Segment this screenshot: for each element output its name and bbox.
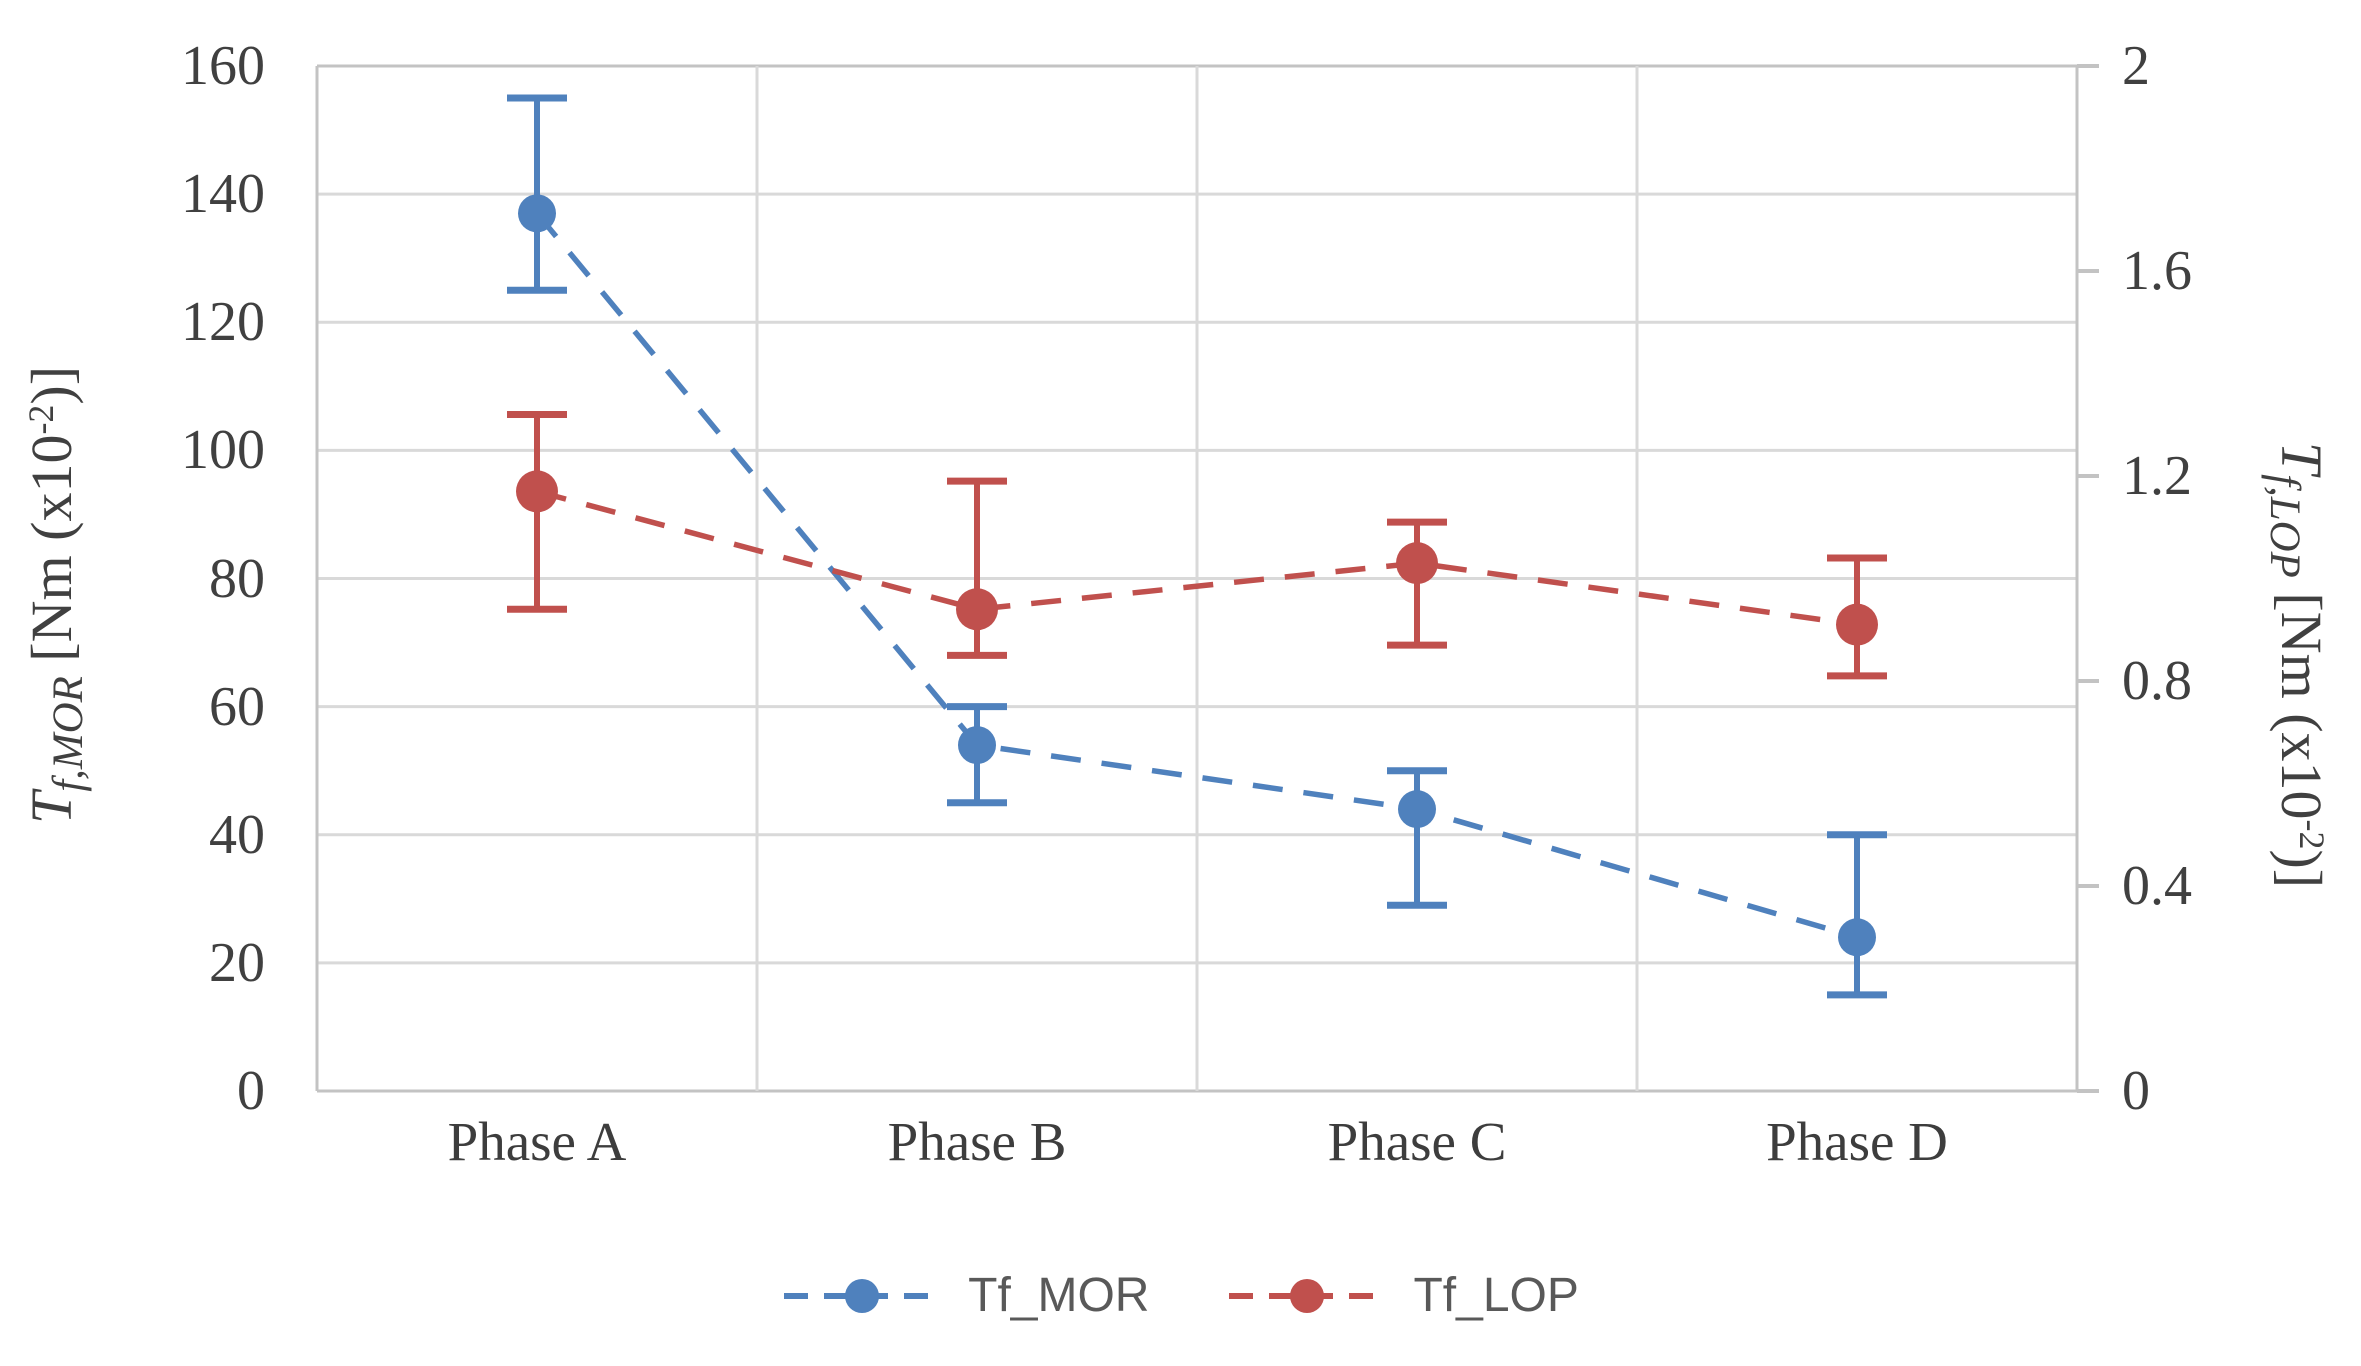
data-point-marker-Tf_MOR — [1838, 918, 1876, 957]
left-axis-tick-label: 60 — [209, 675, 265, 738]
data-point-marker-Tf_LOP — [1836, 603, 1878, 646]
series-line-Tf_LOP — [536, 488, 1858, 628]
left-axis-tick-label: 20 — [209, 931, 265, 994]
left-axis-tick-label: 80 — [209, 547, 265, 610]
left-axis-title: Tf,MOR [Nm (x10-2)] — [12, 366, 98, 824]
legend-label: Tf_LOP — [1413, 1269, 1579, 1322]
left-axis-tick-label: 0 — [237, 1060, 265, 1122]
left-axis-tick-label: 120 — [181, 291, 265, 354]
x-axis-category-label: Phase B — [887, 1111, 1067, 1172]
right-axis-tick-label: 0 — [2122, 1060, 2150, 1122]
right-axis-title: Tf,LOP [Nm (x10-2)] — [2255, 442, 2341, 888]
left-axis-symbol: T — [19, 791, 85, 825]
right-axis-tick-label: 0.4 — [2122, 855, 2192, 917]
right-axis-symbol: T — [2268, 441, 2334, 475]
x-axis-category-label: Phase C — [1327, 1111, 1507, 1172]
right-axis-tick-label: 1.2 — [2122, 445, 2192, 507]
left-axis-subscript: f,MOR — [44, 676, 92, 792]
data-point-marker-Tf_MOR — [958, 726, 996, 765]
legend-marker-icon — [784, 1278, 941, 1313]
left-axis-tick-label: 140 — [181, 163, 265, 226]
left-axis-tick-label: 40 — [209, 803, 265, 866]
left-axis-unit-prefix: [Nm (x10 — [19, 434, 85, 677]
right-axis-tick-label: 1.6 — [2122, 240, 2192, 302]
right-axis-exponent: -2 — [2291, 819, 2332, 850]
data-point-marker-Tf_MOR — [1398, 790, 1436, 829]
legend-item-Tf_LOP: Tf_LOP — [1227, 1268, 1579, 1323]
data-point-marker-Tf_LOP — [516, 470, 558, 513]
right-axis-tick-label: 2 — [2122, 35, 2150, 97]
data-point-marker-Tf_LOP — [1396, 542, 1438, 585]
right-axis-tick-label: 0.8 — [2122, 650, 2192, 712]
left-axis-tick-label: 160 — [181, 35, 265, 97]
legend-marker-icon — [1229, 1278, 1386, 1313]
data-point-marker-Tf_LOP — [956, 588, 998, 631]
legend-label: Tf_MOR — [968, 1269, 1150, 1322]
left-axis-exponent: -2 — [21, 404, 62, 435]
left-axis-tick-label: 100 — [181, 419, 265, 482]
x-axis-category-label: Phase A — [447, 1111, 627, 1172]
right-axis-unit-suffix: )] — [2268, 849, 2334, 889]
data-point-marker-Tf_MOR — [518, 194, 556, 233]
legend-item-Tf_MOR: Tf_MOR — [782, 1268, 1149, 1323]
right-axis-unit-prefix: [Nm (x10 — [2268, 577, 2334, 820]
chart-legend: Tf_MOR Tf_LOP — [0, 1268, 2361, 1323]
right-axis-subscript: f,LOP — [2261, 474, 2309, 578]
left-axis-unit-suffix: )] — [19, 365, 85, 405]
x-axis-category-label: Phase D — [1766, 1111, 1948, 1172]
